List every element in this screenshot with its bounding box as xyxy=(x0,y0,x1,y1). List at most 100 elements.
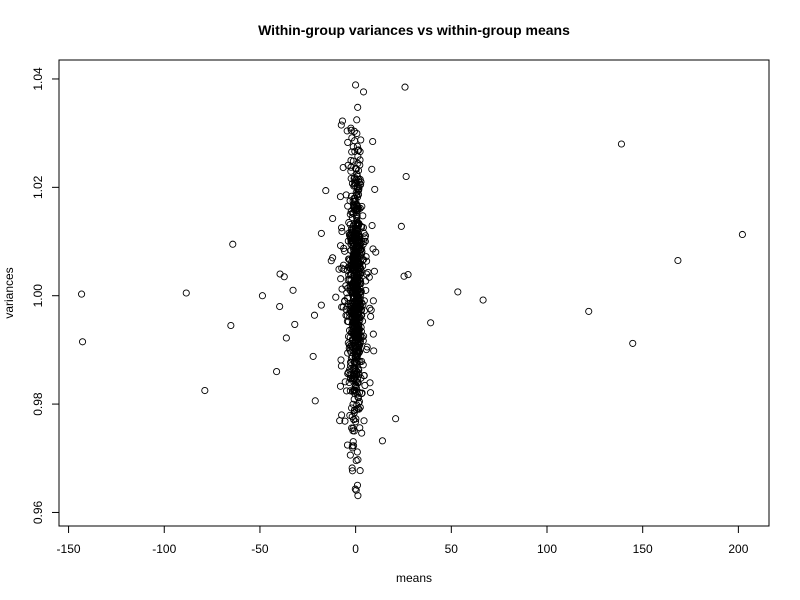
data-point xyxy=(358,357,366,365)
data-point xyxy=(353,226,362,234)
data-point xyxy=(337,362,345,370)
data-point xyxy=(309,352,317,360)
data-point xyxy=(352,244,361,252)
data-point xyxy=(282,334,290,342)
data-point xyxy=(351,256,359,265)
data-point xyxy=(356,265,364,273)
data-point xyxy=(427,319,435,327)
data-point xyxy=(336,417,344,425)
data-point xyxy=(356,301,365,309)
data-point xyxy=(344,138,352,146)
data-point xyxy=(354,492,362,500)
data-point xyxy=(342,282,350,290)
data-point xyxy=(340,261,348,269)
data-point xyxy=(397,222,405,230)
x-tick-label: 50 xyxy=(445,542,459,556)
data-point xyxy=(353,481,362,489)
data-point xyxy=(378,437,386,445)
data-point xyxy=(337,275,345,283)
data-point xyxy=(350,312,358,320)
data-point xyxy=(348,236,356,244)
data-point xyxy=(356,156,364,164)
data-point xyxy=(337,242,345,250)
data-point xyxy=(629,339,637,347)
data-point xyxy=(354,190,363,199)
data-point xyxy=(349,272,357,280)
data-point xyxy=(355,308,363,316)
x-tick-label: 0 xyxy=(352,542,359,556)
data-point xyxy=(359,212,367,220)
data-point xyxy=(353,116,361,124)
data-point xyxy=(355,348,364,356)
data-point xyxy=(201,386,209,395)
data-point xyxy=(276,302,284,311)
data-point xyxy=(349,250,357,258)
data-point xyxy=(343,294,352,302)
data-point xyxy=(370,347,378,355)
data-point xyxy=(353,241,361,249)
data-point xyxy=(340,265,348,273)
data-point xyxy=(354,187,362,195)
data-point xyxy=(347,174,355,183)
data-point xyxy=(344,202,352,210)
data-point xyxy=(349,438,357,446)
data-point xyxy=(359,223,367,232)
data-point xyxy=(350,415,358,424)
data-point xyxy=(344,349,352,357)
data-point xyxy=(369,297,377,305)
data-point xyxy=(351,181,359,190)
data-point xyxy=(617,140,626,148)
data-point xyxy=(352,338,360,346)
data-point xyxy=(350,127,358,135)
data-point xyxy=(345,271,353,279)
data-point xyxy=(350,221,358,229)
x-axis: -150 -100 -50 0 50 100 150 200 xyxy=(57,525,749,556)
data-point xyxy=(355,233,364,241)
x-tick-label: 150 xyxy=(633,542,653,556)
y-axis-label: variances xyxy=(2,267,16,318)
data-point xyxy=(347,358,355,366)
data-point xyxy=(345,229,353,237)
x-tick-label: -100 xyxy=(152,542,176,556)
data-point xyxy=(350,174,358,182)
data-point xyxy=(401,83,409,91)
x-tick-label: -150 xyxy=(57,542,81,556)
y-tick-label: 1.00 xyxy=(31,284,45,308)
data-point xyxy=(182,289,190,297)
data-point xyxy=(353,222,361,230)
data-point xyxy=(329,214,337,223)
x-axis-label: means xyxy=(396,571,432,585)
data-point xyxy=(353,297,361,305)
data-point xyxy=(349,289,357,297)
data-point xyxy=(346,230,355,238)
data-point xyxy=(354,103,362,111)
data-point xyxy=(345,255,353,263)
data-point xyxy=(337,356,345,364)
y-tick-label: 0.98 xyxy=(31,392,45,416)
data-point xyxy=(329,254,337,262)
data-point xyxy=(350,427,358,435)
data-point xyxy=(348,444,357,452)
data-point xyxy=(674,256,682,265)
data-point xyxy=(311,397,319,405)
data-point xyxy=(351,366,359,374)
data-point xyxy=(342,305,350,313)
data-point xyxy=(336,382,345,390)
data-point xyxy=(354,456,362,464)
data-point xyxy=(291,320,299,328)
data-point xyxy=(337,121,345,129)
data-point xyxy=(346,313,354,321)
data-point xyxy=(355,260,363,268)
data-point xyxy=(273,368,281,376)
data-point xyxy=(354,394,362,402)
data-point xyxy=(349,364,357,373)
data-point xyxy=(341,378,349,386)
data-point xyxy=(345,344,353,352)
data-point xyxy=(363,343,371,351)
data-point xyxy=(353,354,361,362)
data-point xyxy=(280,273,288,281)
data-point xyxy=(347,208,355,216)
data-point xyxy=(353,448,361,456)
data-point xyxy=(358,429,366,437)
data-point xyxy=(370,267,378,275)
